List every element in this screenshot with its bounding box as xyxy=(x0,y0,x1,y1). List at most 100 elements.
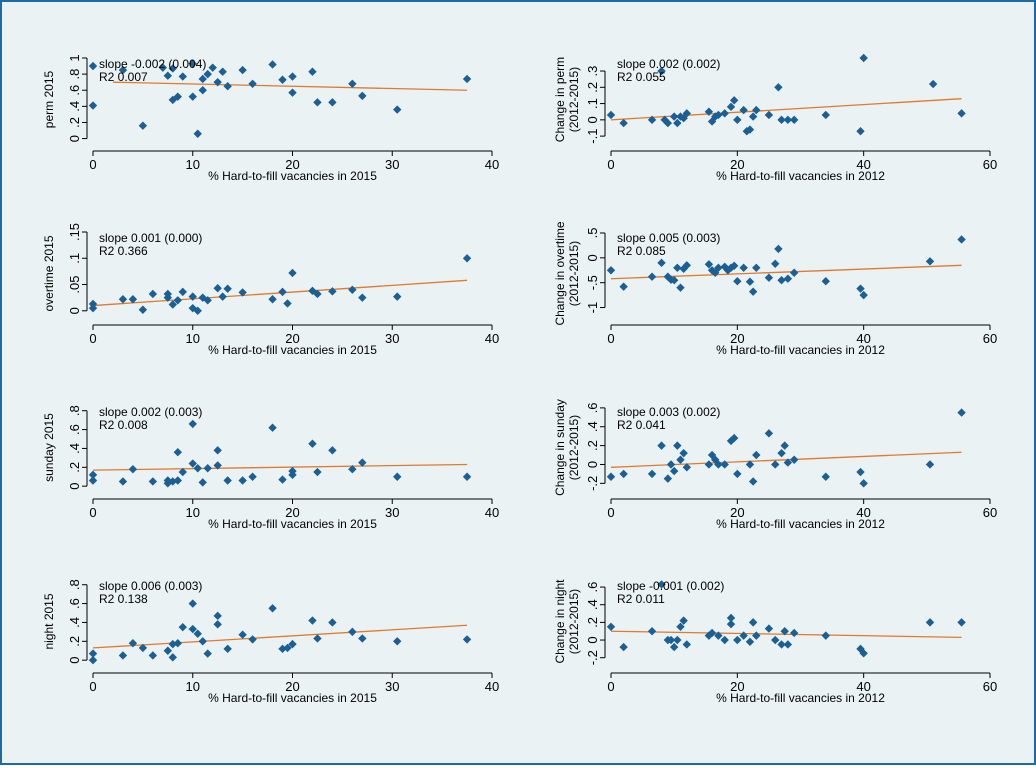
data-point xyxy=(163,71,173,80)
data-point xyxy=(657,66,666,76)
x-tick-label: 0 xyxy=(89,679,96,694)
data-point xyxy=(720,460,729,469)
data-point xyxy=(188,599,197,608)
data-point xyxy=(148,651,158,660)
data-point xyxy=(925,618,935,627)
y-tick-label: .4 xyxy=(67,443,82,454)
data-point xyxy=(188,92,197,101)
data-point xyxy=(278,75,287,84)
y-tick-label: .6 xyxy=(67,598,82,609)
data-point xyxy=(606,266,616,275)
data-point xyxy=(128,464,138,474)
data-point xyxy=(393,105,402,114)
y-tick-label: .8 xyxy=(67,405,82,416)
data-point xyxy=(313,289,322,299)
data-point xyxy=(268,604,277,613)
r2-annotation: R2 0.007 xyxy=(99,70,148,84)
data-point xyxy=(213,620,222,629)
data-point xyxy=(188,59,197,68)
data-point xyxy=(278,475,287,484)
data-point xyxy=(223,476,232,485)
x-axis-title: % Hard-to-fill vacancies in 2012 xyxy=(716,343,885,357)
data-point xyxy=(178,287,187,297)
data-point xyxy=(748,112,758,121)
data-point xyxy=(752,631,761,640)
data-point xyxy=(714,110,723,120)
data-point xyxy=(223,644,232,654)
y-tick-label: -.2 xyxy=(585,476,600,491)
data-point xyxy=(213,77,222,87)
data-point xyxy=(238,630,247,639)
x-tick-label: 30 xyxy=(385,505,399,520)
data-point xyxy=(238,288,247,297)
data-point xyxy=(348,79,357,88)
data-point xyxy=(682,261,691,270)
chart-panel-2: -.1 0 .1 .2 .3 Change in perm (2012-2015) 0 20 40… xyxy=(553,53,997,183)
x-tick-label: 20 xyxy=(730,505,744,520)
data-point xyxy=(288,639,297,649)
data-point xyxy=(238,476,247,485)
chart-panel-5: 0 .2 .4 .6 .8 sunday 2015 0 10 20 30 40 % Hard-to-f… xyxy=(42,405,499,531)
data-point xyxy=(859,53,868,63)
x-tick-label: 20 xyxy=(730,157,744,172)
y-tick-label: 0 xyxy=(67,135,82,142)
x-tick-label: 60 xyxy=(983,157,997,172)
y-tick-label: 0 xyxy=(585,461,600,468)
data-point xyxy=(88,470,98,480)
data-point xyxy=(358,293,367,302)
slope-annotation: slope 0.005 (0.003) xyxy=(617,231,720,245)
data-point xyxy=(729,96,739,105)
data-point xyxy=(957,618,966,627)
data-point xyxy=(188,459,197,468)
y-axis-title: night 2015 xyxy=(42,593,56,649)
data-point xyxy=(726,619,736,629)
data-point xyxy=(726,263,736,272)
x-tick-label: 10 xyxy=(186,157,200,172)
y-tick-label: 0 xyxy=(67,307,82,314)
y-axis-title: perm 2015 xyxy=(42,70,56,128)
chart-panel-7: 0 .2 .4 .6 .8 night 2015 0 10 20 30 40 % Hard-to-fi… xyxy=(42,579,499,705)
data-point xyxy=(88,655,98,665)
fitted-line xyxy=(92,463,468,471)
data-point xyxy=(859,649,868,658)
data-point xyxy=(158,63,168,72)
data-point xyxy=(669,466,679,476)
data-point xyxy=(957,109,966,118)
y-tick-label: .6 xyxy=(67,424,82,435)
data-point xyxy=(657,258,666,268)
data-point xyxy=(679,114,688,123)
r2-annotation: R2 0.011 xyxy=(617,592,665,606)
slope-annotation: slope -0.002 (0.004) xyxy=(99,57,206,71)
x-tick-label: 40 xyxy=(485,505,499,520)
chart-panel-8: -.2 0 .2 .4 .6 Change in night (2012-2015) 0 20 4… xyxy=(553,579,997,705)
data-point xyxy=(328,618,337,627)
data-point xyxy=(657,580,666,589)
y-tick-label: .6 xyxy=(585,402,600,413)
y-tick-label: .1 xyxy=(585,98,600,109)
x-tick-label: 30 xyxy=(385,331,399,346)
data-point xyxy=(308,616,317,625)
slope-annotation: slope 0.003 (0.002) xyxy=(617,405,720,419)
data-point xyxy=(203,649,212,658)
data-point xyxy=(752,450,761,460)
data-point xyxy=(606,622,616,631)
data-point xyxy=(278,644,287,654)
data-point xyxy=(619,642,628,652)
x-tick-label: 20 xyxy=(285,679,299,694)
data-point xyxy=(198,74,207,84)
y-axis-title: (2012-2015) xyxy=(567,67,581,132)
y-tick-label: -.1 xyxy=(585,129,600,144)
data-point xyxy=(720,109,729,118)
data-point xyxy=(118,65,128,75)
data-point xyxy=(268,60,277,69)
x-tick-label: 40 xyxy=(856,331,870,346)
data-point xyxy=(173,296,182,305)
fitted-line xyxy=(610,98,962,121)
data-point xyxy=(647,115,657,125)
data-point xyxy=(679,616,688,625)
data-point xyxy=(663,474,673,483)
y-tick-label: 0 xyxy=(585,116,600,123)
data-point xyxy=(138,121,148,130)
data-point xyxy=(193,306,202,315)
slope-annotation: slope -0.001 (0.002) xyxy=(617,579,724,593)
